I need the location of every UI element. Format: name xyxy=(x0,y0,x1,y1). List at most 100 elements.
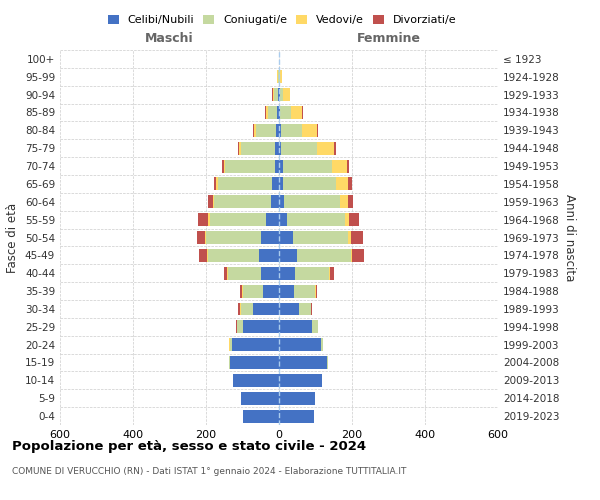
Text: COMUNE DI VERUCCHIO (RN) - Dati ISTAT 1° gennaio 2024 - Elaborazione TUTTITALIA.: COMUNE DI VERUCCHIO (RN) - Dati ISTAT 1°… xyxy=(12,468,406,476)
Bar xyxy=(279,88,280,101)
Bar xyxy=(347,160,349,172)
Bar xyxy=(332,160,347,172)
Bar xyxy=(275,160,279,172)
Bar xyxy=(241,284,242,298)
Bar xyxy=(241,392,279,404)
Bar xyxy=(227,267,228,280)
Bar xyxy=(266,213,279,226)
Bar xyxy=(242,410,279,422)
Bar xyxy=(238,142,239,154)
Bar xyxy=(232,338,279,351)
Bar xyxy=(290,106,302,119)
Bar xyxy=(253,124,254,137)
Bar xyxy=(312,320,317,333)
Bar xyxy=(268,106,277,119)
Bar xyxy=(317,124,318,137)
Bar xyxy=(279,106,280,119)
Bar xyxy=(221,160,224,172)
Bar xyxy=(214,196,271,208)
Bar xyxy=(253,302,279,316)
Bar xyxy=(230,356,279,369)
Bar xyxy=(279,338,321,351)
Bar xyxy=(283,160,332,172)
Bar xyxy=(337,178,348,190)
Bar xyxy=(228,267,261,280)
Bar xyxy=(259,249,279,262)
Bar xyxy=(216,178,218,190)
Bar xyxy=(208,249,259,262)
Bar xyxy=(279,267,295,280)
Bar xyxy=(311,302,312,316)
Bar xyxy=(241,142,275,154)
Bar xyxy=(340,196,348,208)
Bar xyxy=(266,106,268,119)
Bar xyxy=(226,160,275,172)
Y-axis label: Anni di nascita: Anni di nascita xyxy=(563,194,576,281)
Bar xyxy=(302,124,317,137)
Bar xyxy=(296,249,350,262)
Bar xyxy=(344,213,349,226)
Y-axis label: Fasce di età: Fasce di età xyxy=(7,202,19,272)
Bar xyxy=(349,213,359,226)
Legend: Celibi/Nubili, Coniugati/e, Vedovi/e, Divorziati/e: Celibi/Nubili, Coniugati/e, Vedovi/e, Di… xyxy=(103,10,461,30)
Bar xyxy=(279,178,283,190)
Bar xyxy=(208,196,212,208)
Bar xyxy=(233,374,279,387)
Bar xyxy=(279,196,284,208)
Text: Popolazione per età, sesso e stato civile - 2024: Popolazione per età, sesso e stato civil… xyxy=(12,440,366,453)
Bar xyxy=(284,196,340,208)
Bar xyxy=(279,410,314,422)
Bar xyxy=(293,231,349,244)
Bar xyxy=(329,267,330,280)
Bar xyxy=(261,267,279,280)
Bar xyxy=(214,178,216,190)
Bar xyxy=(279,160,283,172)
Bar xyxy=(263,284,279,298)
Bar xyxy=(281,124,302,137)
Bar xyxy=(279,320,312,333)
Bar xyxy=(352,249,364,262)
Bar xyxy=(256,124,276,137)
Bar xyxy=(283,88,290,101)
Bar xyxy=(242,284,263,298)
Bar xyxy=(238,302,241,316)
Bar xyxy=(205,231,206,244)
Bar xyxy=(261,231,279,244)
Bar xyxy=(287,213,344,226)
Bar xyxy=(230,338,232,351)
Bar xyxy=(348,196,353,208)
Bar xyxy=(281,142,317,154)
Bar xyxy=(348,178,352,190)
Bar xyxy=(350,249,352,262)
Bar xyxy=(351,231,363,244)
Bar xyxy=(273,88,274,101)
Bar xyxy=(317,320,319,333)
Bar xyxy=(209,213,266,226)
Bar xyxy=(212,196,214,208)
Bar xyxy=(295,284,315,298)
Bar xyxy=(224,267,227,280)
Bar xyxy=(279,356,327,369)
Bar xyxy=(229,356,230,369)
Bar xyxy=(277,106,279,119)
Bar xyxy=(224,160,226,172)
Text: Maschi: Maschi xyxy=(145,32,194,44)
Bar xyxy=(279,284,295,298)
Bar xyxy=(330,267,334,280)
Bar xyxy=(279,374,322,387)
Bar xyxy=(315,284,316,298)
Bar xyxy=(302,106,303,119)
Bar xyxy=(295,267,329,280)
Bar xyxy=(279,231,293,244)
Bar xyxy=(199,249,207,262)
Bar xyxy=(274,88,278,101)
Bar xyxy=(276,124,279,137)
Bar xyxy=(241,302,253,316)
Text: Femmine: Femmine xyxy=(356,32,421,44)
Bar xyxy=(349,231,351,244)
Bar xyxy=(218,178,272,190)
Bar xyxy=(280,70,282,83)
Bar xyxy=(197,231,205,244)
Bar xyxy=(242,320,279,333)
Bar xyxy=(279,249,296,262)
